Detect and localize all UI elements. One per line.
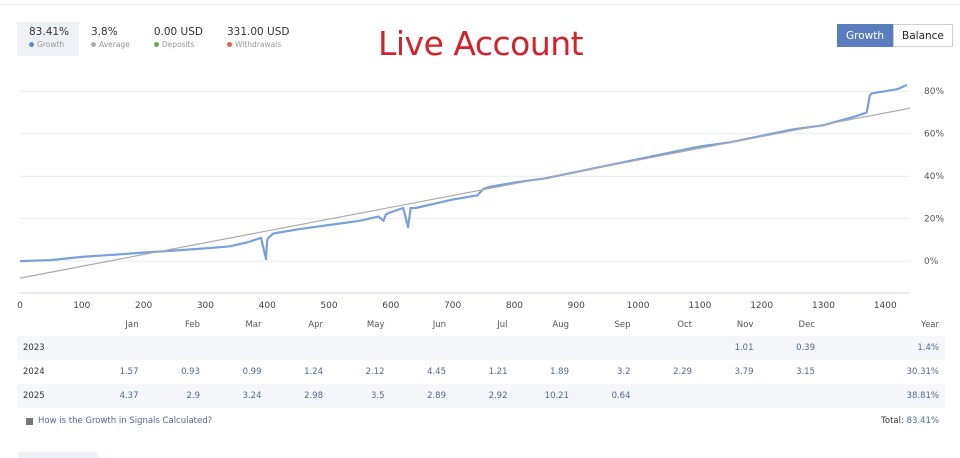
- y-tick-label: 80%: [924, 87, 944, 97]
- growth-dot-icon: [29, 41, 34, 47]
- month-value: 3.24: [242, 391, 262, 401]
- x-tick-label: 700: [444, 301, 461, 311]
- month-value: 2.89: [427, 391, 446, 401]
- help-icon: [26, 417, 33, 425]
- x-tick-label: 1400: [874, 301, 897, 311]
- x-tick-label: 300: [197, 301, 214, 311]
- month-header: Nov: [736, 320, 754, 330]
- stat-value: 331.00 USD: [226, 26, 290, 38]
- average-dot-icon: [91, 41, 96, 47]
- month-value: 4.45: [427, 367, 446, 377]
- stat-withdrawals[interactable]: 331.00 USD Withdrawals: [211, 22, 298, 56]
- month-value: 0.64: [611, 391, 631, 401]
- balance-button[interactable]: Balance: [893, 24, 953, 47]
- month-value: 0.93: [181, 367, 200, 377]
- stat-label: Withdrawals: [234, 40, 282, 49]
- year-cell: 2025: [23, 391, 45, 401]
- withdrawals-dot-icon: [226, 41, 232, 47]
- stat-growth[interactable]: 83.41% Growth: [17, 22, 79, 56]
- stat-label: Growth: [37, 40, 65, 49]
- month-value: 1.89: [550, 367, 569, 377]
- month-value: 1.21: [488, 367, 508, 377]
- x-tick-label: 100: [73, 301, 90, 311]
- year-total: 30.31%: [906, 367, 939, 377]
- chart-mode-toggle: Growth Balance: [837, 24, 953, 47]
- bottom-tab-stub: [18, 452, 98, 458]
- x-tick-label: 500: [320, 301, 337, 311]
- x-tick-label: 800: [506, 301, 523, 311]
- month-header: Jan: [125, 320, 139, 330]
- month-value: 0.39: [796, 343, 815, 353]
- total-value: 83.41%: [906, 416, 939, 426]
- y-tick-label: 20%: [924, 215, 944, 225]
- year-total: 38.81%: [906, 391, 939, 401]
- top-divider: [0, 4, 960, 5]
- month-header: Mar: [245, 320, 262, 330]
- deposits-dot-icon: [153, 41, 159, 47]
- month-value: 2.98: [304, 391, 323, 401]
- month-value: 1.57: [119, 367, 139, 377]
- month-value: 2.9: [186, 391, 200, 401]
- stat-label: Average: [99, 40, 130, 49]
- month-value: 2.29: [673, 367, 692, 377]
- x-tick-label: 900: [568, 301, 585, 311]
- x-tick-label: 1000: [627, 301, 650, 311]
- x-tick-label: 600: [382, 301, 399, 311]
- month-value: 3.2: [616, 367, 631, 377]
- x-tick-label: 400: [259, 301, 276, 311]
- x-tick-label: 0: [17, 301, 23, 311]
- growth-series-line: [19, 83, 908, 263]
- month-header: Apr: [308, 320, 323, 330]
- month-value: 1.24: [304, 367, 323, 377]
- page-title: Live Account: [378, 24, 584, 63]
- month-value: 2.92: [488, 391, 508, 401]
- month-header: Dec: [798, 320, 815, 330]
- help-link-text[interactable]: How is the Growth in Signals Calculated?: [38, 416, 213, 426]
- year-cell: 2024: [23, 367, 45, 377]
- month-header: Jul: [497, 320, 508, 330]
- stat-value: 0.00 USD: [153, 26, 203, 38]
- month-header: Aug: [552, 320, 569, 330]
- x-tick-label: 1300: [812, 301, 835, 311]
- x-tick-label: 200: [135, 301, 152, 311]
- month-header: Feb: [184, 320, 200, 330]
- table-row: 2025 4.37 2.9 3.24 2.98 3.5 2.89 2.92 10…: [17, 384, 945, 408]
- average-trend-line: [19, 107, 911, 279]
- month-header: May: [366, 320, 385, 330]
- stat-label: Deposits: [161, 40, 195, 49]
- year-cell: 2023: [23, 343, 45, 353]
- y-tick-label: 0%: [924, 257, 939, 267]
- month-header: Jun: [432, 320, 446, 330]
- month-value: 4.37: [119, 391, 139, 401]
- stat-value: 3.8%: [91, 26, 118, 38]
- x-tick-label: 1100: [688, 301, 711, 311]
- year-total: 1.4%: [917, 343, 939, 353]
- stat-value: 83.41%: [29, 26, 70, 38]
- y-tick-label: 60%: [924, 130, 944, 140]
- table-row: 2023 1.01 0.39 1.4%: [17, 336, 945, 360]
- help-link[interactable]: How is the Growth in Signals Calculated?: [26, 416, 212, 426]
- table-row: 2024 1.57 0.93 0.99 1.24 2.12 4.45 1.21 …: [17, 360, 945, 384]
- growth-button[interactable]: Growth: [837, 24, 894, 47]
- month-value: 3.15: [796, 367, 815, 377]
- total-growth: Total: 83.41%: [881, 416, 939, 426]
- y-tick-label: 40%: [924, 172, 944, 182]
- month-value: 0.99: [242, 367, 262, 377]
- month-value: 3.79: [734, 367, 754, 377]
- stats-bar: 83.41% Growth 3.8% Average 0.00 USD Depo…: [17, 22, 297, 56]
- table-header-row: Jan Feb Mar Apr May Jun Jul Aug Sep Oct …: [17, 318, 945, 332]
- month-header: Sep: [614, 320, 631, 330]
- stat-average[interactable]: 3.8% Average: [79, 22, 138, 56]
- growth-chart: 0% 20% 40% 60% 80% 0 100 200 300 400 500 600 700 800 9…: [17, 83, 944, 311]
- year-total-header: Year: [921, 320, 939, 330]
- month-value: 1.01: [734, 343, 754, 353]
- monthly-growth-table: Jan Feb Mar Apr May Jun Jul Aug Sep Oct …: [17, 318, 945, 408]
- month-header: Oct: [677, 320, 692, 330]
- month-value: 3.5: [370, 391, 385, 401]
- month-value: 2.12: [365, 367, 385, 377]
- stat-deposits[interactable]: 0.00 USD Deposits: [138, 22, 211, 56]
- month-value: 10.21: [544, 391, 569, 401]
- x-tick-label: 1200: [750, 301, 773, 311]
- total-label: Total:: [881, 416, 904, 426]
